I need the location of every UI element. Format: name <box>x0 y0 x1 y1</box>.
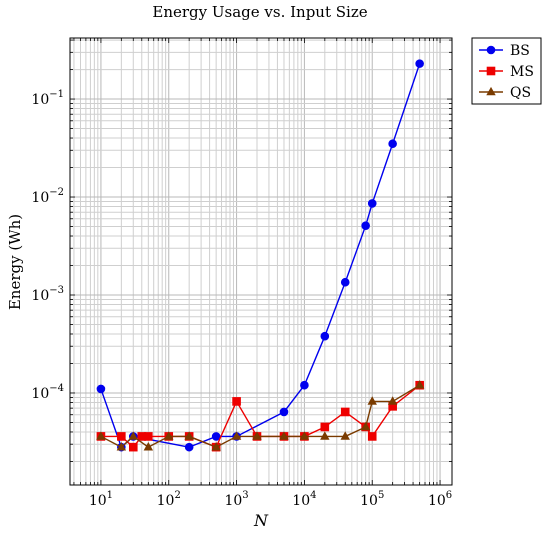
series-layer <box>96 59 425 452</box>
data-point-qs <box>143 442 154 451</box>
data-point-bs <box>340 277 350 287</box>
data-point-bs <box>361 221 370 230</box>
series-ms <box>96 380 424 452</box>
data-point-qs <box>367 396 377 405</box>
data-point-qs <box>414 380 425 389</box>
data-point-qs <box>128 431 138 440</box>
y-axis-label: Energy (Wh) <box>6 214 24 310</box>
x-axis-label: N <box>253 511 269 530</box>
legend-entry-bs: BS <box>479 43 530 59</box>
x-tick-label: 102 <box>157 490 181 509</box>
data-point-ms <box>128 442 138 452</box>
data-point-bs <box>367 199 377 208</box>
legend-entry-ms: MS <box>479 64 534 80</box>
data-point-bs <box>211 432 221 441</box>
series-qs <box>96 380 425 451</box>
data-point-bs <box>320 331 330 341</box>
data-point-ms <box>340 407 350 417</box>
y-tick-label: 10−2 <box>31 187 64 206</box>
data-point-bs <box>279 407 289 417</box>
legend-label-ms: MS <box>510 64 534 80</box>
data-point-bs <box>300 380 309 390</box>
y-tick-label: 10−4 <box>31 383 64 402</box>
x-tick-label: 106 <box>428 490 452 509</box>
legend: BS MS QS <box>471 37 542 105</box>
data-point-ms <box>232 397 241 406</box>
data-point-bs <box>184 442 194 452</box>
grid <box>70 38 452 485</box>
data-point-qs <box>299 431 310 440</box>
x-tick-label: 104 <box>292 490 316 509</box>
data-point-qs <box>252 431 262 440</box>
data-point-qs <box>96 431 106 440</box>
y-tick-label: 10−1 <box>31 89 64 108</box>
data-point-qs <box>279 431 289 440</box>
legend-marker-ms <box>486 66 496 76</box>
y-tick-label: 10−3 <box>31 285 64 304</box>
data-point-qs <box>211 442 221 451</box>
legend-label-qs: QS <box>510 85 531 101</box>
data-point-qs <box>231 431 242 440</box>
data-point-qs <box>184 431 194 440</box>
data-point-qs <box>116 442 127 451</box>
data-point-ms <box>117 432 126 441</box>
legend-entry-qs: QS <box>479 85 531 101</box>
data-point-ms <box>144 432 153 441</box>
data-point-ms <box>320 422 330 432</box>
x-tick-label: 105 <box>360 490 384 509</box>
data-point-qs <box>164 431 174 440</box>
series-bs <box>96 59 424 452</box>
x-tick-label: 101 <box>89 490 113 509</box>
data-point-ms <box>367 432 377 441</box>
data-point-bs <box>388 139 397 149</box>
legend-marker-qs <box>486 86 496 96</box>
data-point-bs <box>415 59 424 68</box>
axis-ticks: 101 102 103 104 105 106 10−4 10−3 10−2 10−1 <box>31 38 452 509</box>
chart-title: Energy Usage vs. Input Size <box>152 3 367 21</box>
data-point-qs <box>387 396 398 405</box>
x-tick-label: 103 <box>224 490 248 509</box>
plot-frame <box>69 37 453 486</box>
data-point-qs <box>320 431 330 440</box>
data-point-qs <box>360 421 371 431</box>
legend-marker-bs <box>486 45 496 55</box>
data-point-qs <box>340 431 350 440</box>
legend-label-bs: BS <box>510 43 530 59</box>
data-point-bs <box>96 384 106 394</box>
